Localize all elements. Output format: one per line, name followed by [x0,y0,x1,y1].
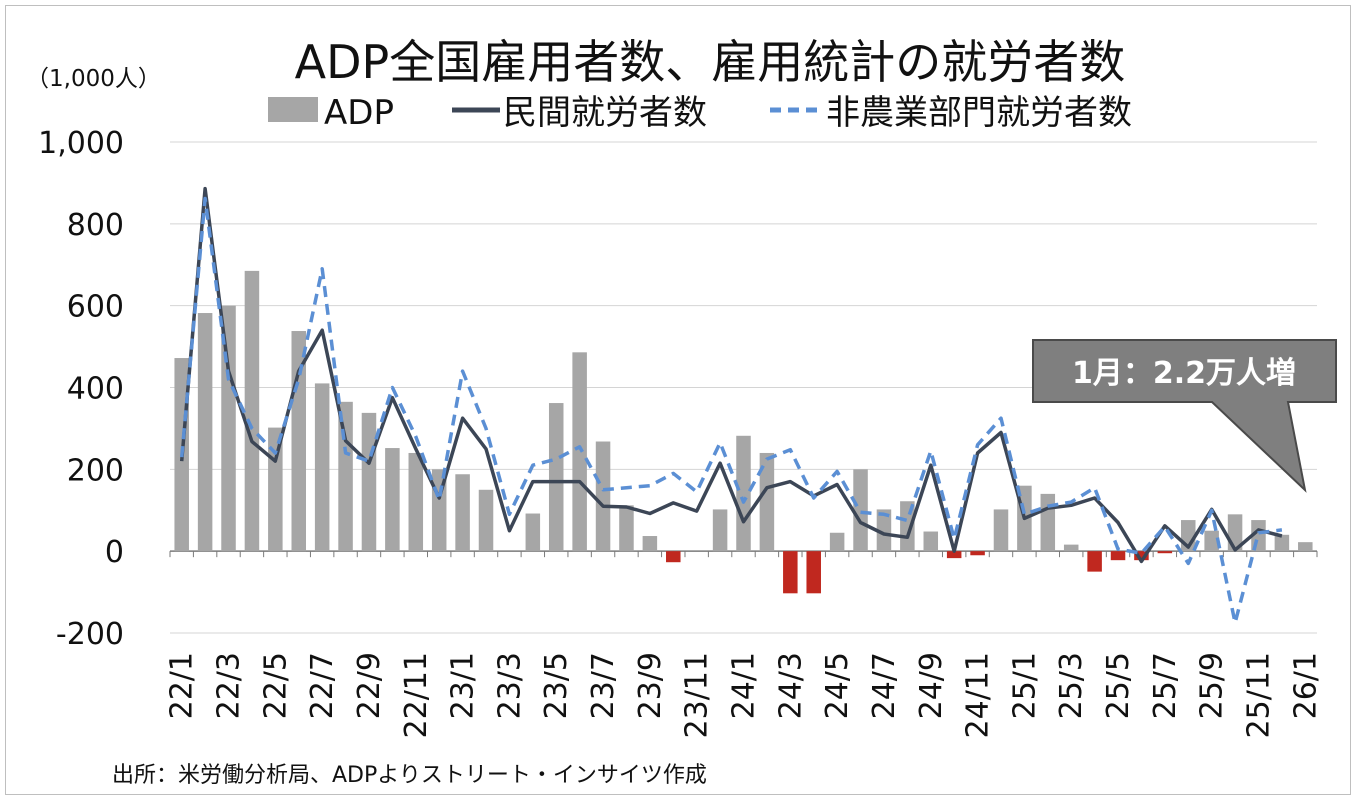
adp-bar [595,441,611,552]
adp-bar [946,551,962,559]
adp-bar [806,551,821,594]
adp-bar [525,513,541,552]
adp-bar [244,270,260,552]
callout-text: 1月：2.2万人増 [1072,356,1296,391]
adp-bar [736,435,751,552]
adp-bar [1298,542,1313,552]
adp-bar [853,469,868,552]
x-tick-label: 23/11 [680,652,715,738]
adp-bar [993,509,1009,552]
source-note: 出所：米労働分析局、ADPよりストリート・インサイツ作成 [112,763,707,788]
y-tick-label: 200 [67,453,124,488]
adp-bar [1204,530,1219,552]
adp-bar [759,452,775,552]
adp-bar [783,551,798,594]
y-tick-label: 0 [105,535,124,570]
x-tick-label: 25/7 [1148,652,1183,719]
x-tick-label: 23/1 [446,652,481,719]
adp-bar [1040,493,1056,552]
adp-bar [548,403,564,552]
adp-bar [314,383,330,552]
x-tick-label: 23/3 [492,652,527,719]
y-axis-ticks: 1,000 800 600 400 200 0 -200 [38,126,124,652]
legend-adp-swatch [268,97,318,122]
adp-bar [923,531,939,552]
nonfarm-payrolls-line [179,196,1283,625]
x-axis-ticks: 22/1 22/3 22/5 22/7 22/9 22/11 23/1 23/3 23/5 23/… [165,652,1324,738]
y-tick-label: 1,000 [38,126,124,161]
legend-adp-label: ADP [324,93,394,133]
x-tick-label: 22/3 [212,652,247,719]
x-tick-label: 23/5 [539,652,574,719]
x-tick-label: 22/11 [399,652,434,738]
series-lines [179,186,1283,625]
adp-bar [1087,551,1102,572]
chart-frame [5,5,1351,795]
adp-bar [455,474,470,552]
adp-bar [970,551,985,556]
callout: 1月：2.2万人増 [1032,339,1337,493]
adp-bar [666,551,681,563]
x-tick-label: 22/9 [352,652,387,719]
chart-title: ADP全国雇用者数、雇用統計の就労者数 [295,35,1126,89]
adp-bar [197,313,213,552]
x-tick-label: 24/7 [867,652,902,719]
y-tick-label: -200 [56,617,124,652]
adp-bar [1134,551,1149,561]
legend-nonfarm-label: 非農業部門就労者数 [826,93,1132,133]
adp-bar [1274,534,1290,552]
x-tick-label: 22/7 [305,652,340,719]
adp-bar [1157,551,1173,554]
y-axis-unit-label: （1,000人） [26,66,161,92]
adp-bar [642,536,658,552]
x-tick-label: 26/1 [1288,652,1323,719]
adp-bar [572,352,587,552]
x-tick-label: 22/1 [165,652,200,719]
y-tick-label: 600 [67,290,124,325]
x-tick-label: 24/1 [727,652,762,719]
adp-bar [385,448,400,552]
x-tick-label: 24/5 [820,652,855,719]
adp-bar [221,305,236,552]
adp-bar [619,505,634,552]
adp-bar [478,489,494,552]
x-tick-label: 25/11 [1241,652,1276,738]
y-tick-label: 400 [67,372,124,407]
x-tick-label: 25/3 [1054,652,1089,719]
x-tick-label: 24/9 [914,652,949,719]
x-tick-label: 23/7 [586,652,621,719]
x-tick-label: 22/5 [258,652,293,719]
x-tick-label: 23/9 [633,652,668,719]
adp-bar [361,412,377,552]
adp-bar [829,532,845,552]
x-tick-label: 25/9 [1195,652,1230,719]
x-tick-label: 25/1 [1007,652,1042,719]
legend-private-label: 民間就労者数 [503,93,707,133]
x-tick-label: 25/5 [1101,652,1136,719]
adp-bar [338,401,353,552]
adp-bar [1110,551,1126,561]
x-tick-label: 24/11 [961,652,996,738]
x-tick-label: 24/3 [773,652,808,719]
y-tick-label: 800 [67,208,124,243]
adp-bar [712,509,728,552]
adp-bar [1063,544,1079,552]
adp-bar [408,452,424,552]
callout-shape [1032,339,1337,493]
adp-bar [876,509,892,552]
legend: ADP 民間就労者数 非農業部門就労者数 [268,93,1132,133]
